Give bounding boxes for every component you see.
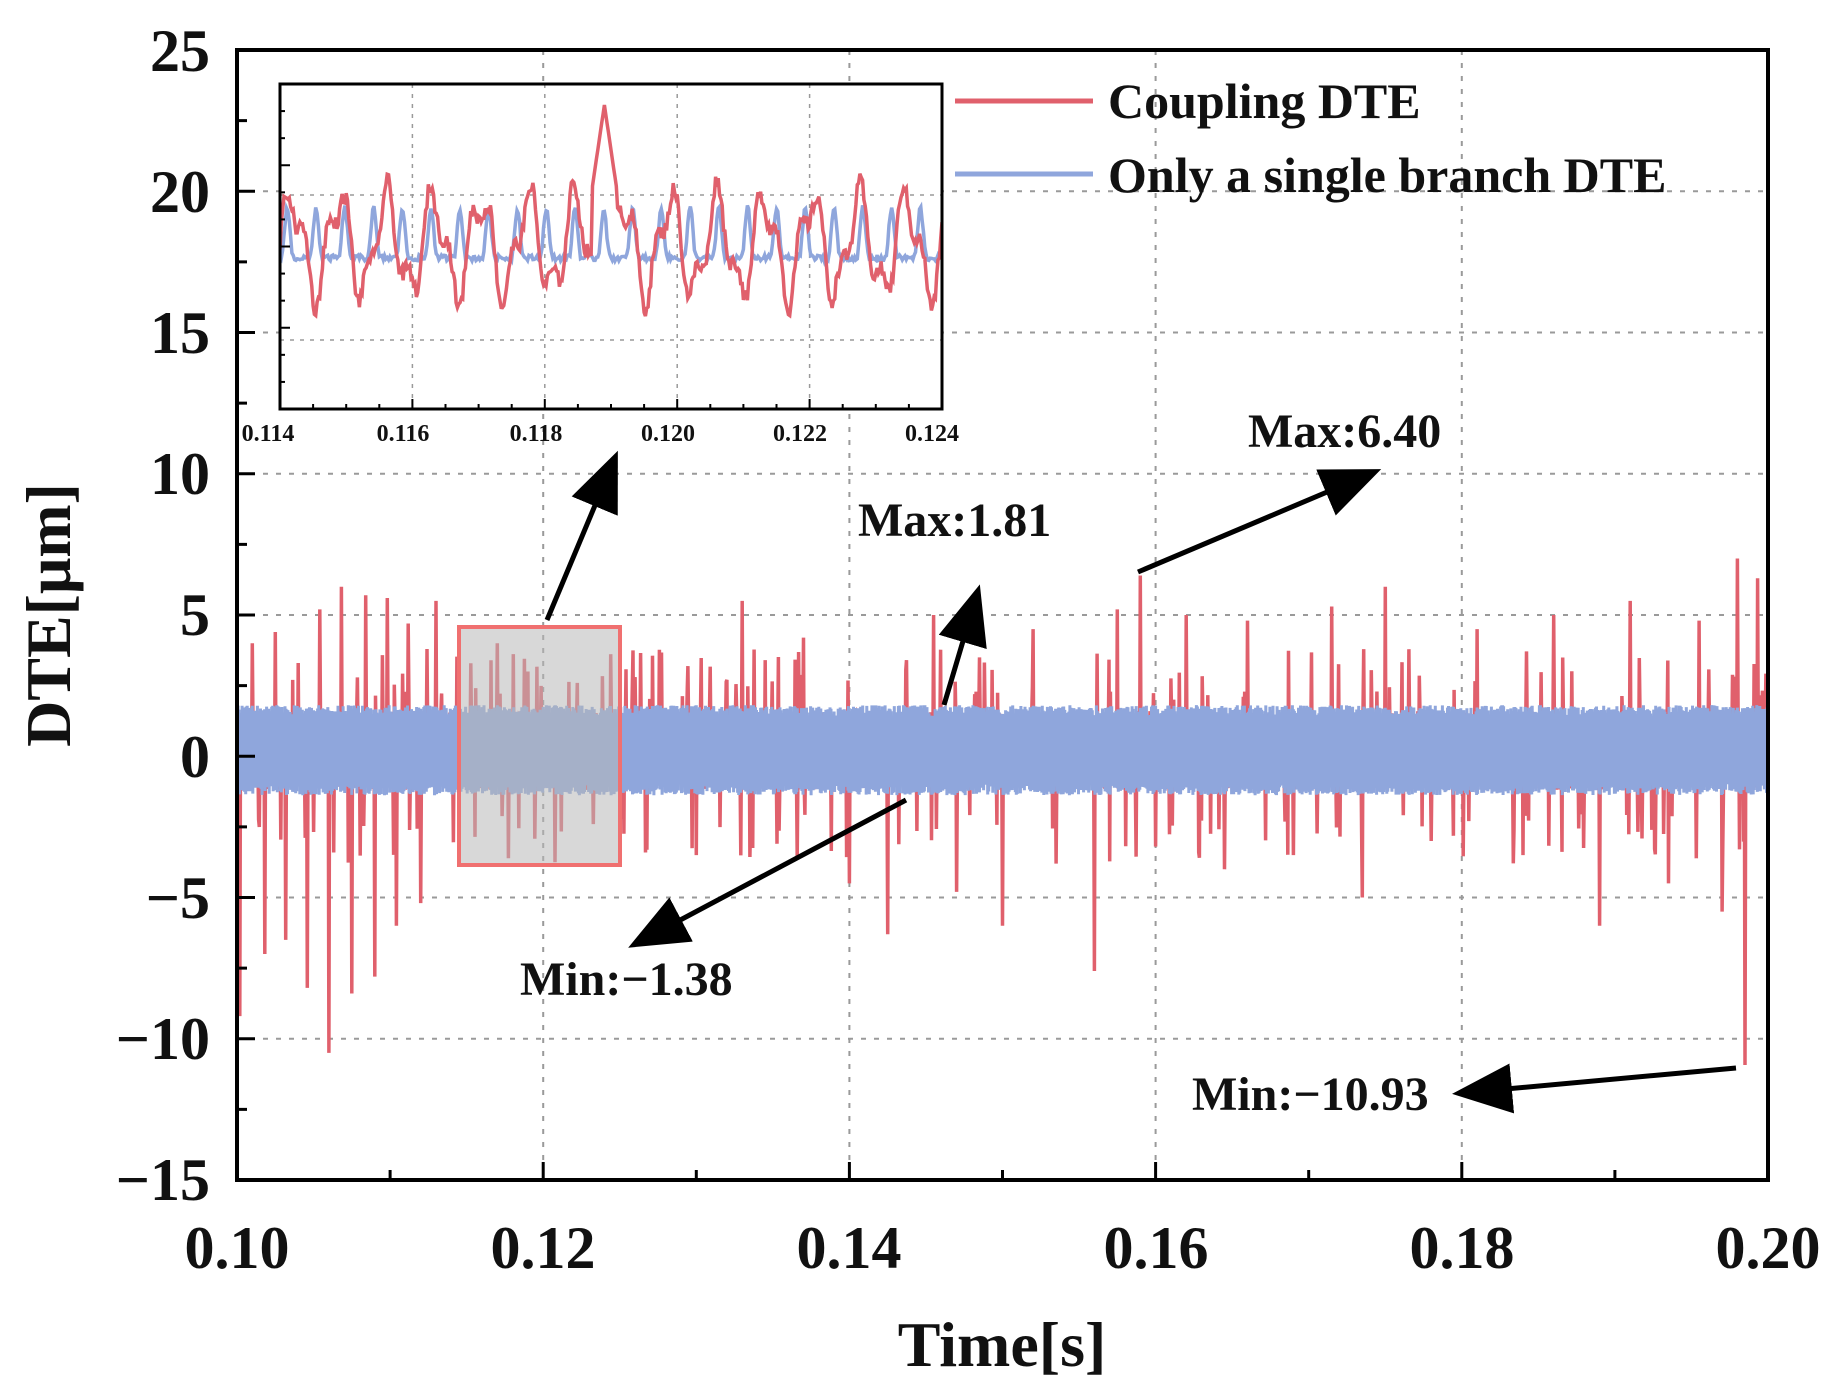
y-tick-label: 20 xyxy=(150,159,210,225)
max-6-40-arrow xyxy=(1137,469,1382,575)
annotation-min-1-38: Min:−1.38 xyxy=(520,953,733,1006)
x-tick-label: 0.16 xyxy=(1104,1215,1209,1281)
y-tick-label: −15 xyxy=(116,1147,210,1213)
axis-ticks xyxy=(235,48,1770,1182)
min-10-93-arrow xyxy=(1452,1063,1737,1114)
inset-x-tick-label: 0.122 xyxy=(773,421,827,447)
y-tick-label: −5 xyxy=(146,865,210,931)
inset-x-tick-label: 0.114 xyxy=(242,421,295,447)
x-tick-label: 0.20 xyxy=(1716,1215,1821,1281)
inset-series xyxy=(280,104,942,319)
x-axis-title: Time[s] xyxy=(898,1309,1107,1380)
y-tick-label: 15 xyxy=(150,300,210,366)
legend-label-coupling: Coupling DTE xyxy=(1108,73,1421,129)
inset-x-tick-label: 0.118 xyxy=(510,421,563,447)
x-tick-label: 0.12 xyxy=(491,1215,596,1281)
y-tick-label: 10 xyxy=(150,441,210,507)
annotation-max-6-40: Max:6.40 xyxy=(1248,405,1441,458)
y-tick-label: 5 xyxy=(180,582,210,648)
annotation-arrows xyxy=(544,450,1737,1114)
y-tick-label: 25 xyxy=(150,18,210,84)
zoom-box xyxy=(457,625,622,867)
inset-single-branch-line xyxy=(280,201,942,267)
y-tick-label: −10 xyxy=(116,1006,210,1072)
zoom-arrow xyxy=(544,450,618,621)
x-tick-label: 0.18 xyxy=(1410,1215,1515,1281)
legend-label-single-branch: Only a single branch DTE xyxy=(1108,147,1666,203)
inset-ticks xyxy=(279,83,943,410)
x-tick-label: 0.10 xyxy=(185,1215,290,1281)
inset-panel: 0.114 0.116 0.118 0.120 0.122 0.124 xyxy=(242,82,959,447)
inset-x-tick-label: 0.116 xyxy=(377,421,430,447)
y-tick-label: 0 xyxy=(180,724,210,790)
inset-coupling-line xyxy=(280,104,942,319)
legend: Coupling DTE Only a single branch DTE xyxy=(955,73,1666,203)
annotation-min-10-93: Min:−10.93 xyxy=(1192,1068,1429,1121)
inset-x-tick-label: 0.124 xyxy=(905,421,959,447)
y-axis-title: DTE[μm] xyxy=(13,483,84,747)
min-1-38-arrow xyxy=(628,797,908,948)
x-tick-label: 0.14 xyxy=(797,1215,902,1281)
max-1-81-arrow xyxy=(938,584,987,706)
annotation-max-1-81: Max:1.81 xyxy=(858,494,1051,547)
inset-x-tick-label: 0.120 xyxy=(641,421,695,447)
